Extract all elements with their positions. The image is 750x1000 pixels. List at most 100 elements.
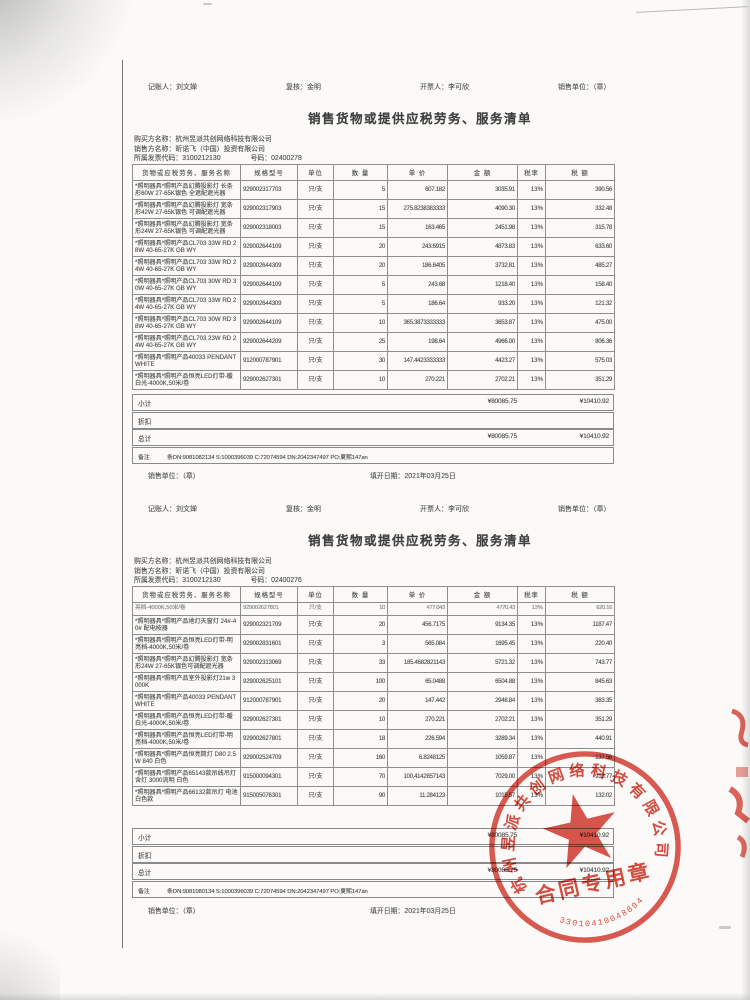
- bookkeeper-field: 记账人：刘文婵: [148, 84, 197, 91]
- item-unit: 只/支: [297, 691, 334, 711]
- item-price: 147.4423333333: [387, 351, 448, 371]
- item-unit: 只/支: [297, 767, 334, 787]
- binding-fold-line: [122, 60, 124, 948]
- item-qty: 15: [333, 199, 388, 219]
- item-name: *照明器具*照明产品CL703 30W RD 30W 40-65-27K GB …: [132, 275, 241, 295]
- item-unit: 只/支: [297, 237, 334, 257]
- item-model: 929002313069: [240, 653, 298, 673]
- item-model: 929002831601: [240, 634, 298, 654]
- item-name: *照明器具*照明产品幻腾投影灯 宽条形42W 27-65K银色 可调配遮光器: [132, 199, 241, 219]
- item-price: 226.594: [387, 729, 448, 749]
- item-qty: 5: [333, 294, 388, 314]
- invoice-code: 所属发票代码：3100212130: [134, 577, 221, 584]
- item-tax: 220.40: [545, 634, 615, 654]
- item-qty: 10: [333, 602, 388, 616]
- item-name: *照明器具*照明产品CL703 33W RD 24W 40-65-27K GB …: [132, 294, 241, 314]
- item-row: *照明器具*照明产品幻腾投影灯 长条形60W 27-65K银色 全遮配遮光器 92…: [132, 180, 615, 200]
- col-amount: 金 额: [447, 164, 518, 181]
- discount-row: 折扣: [132, 412, 614, 429]
- item-tax-rate: 13%: [517, 237, 546, 257]
- table-header-row: 货物或应税劳务、服务名称 规格型号 单位 数 量 单 价 金 额 税率 税 额: [132, 586, 615, 603]
- item-name: 亮档-4000K,50米/卷: [132, 602, 241, 616]
- col-price: 单 价: [387, 586, 448, 603]
- item-price: 243.6915: [387, 237, 448, 257]
- item-tax-rate: 13%: [517, 351, 546, 371]
- total-tax: ¥10410.92: [579, 867, 610, 874]
- item-model: 912000787901: [240, 351, 298, 371]
- item-price: 6.8248125: [387, 748, 448, 768]
- item-unit: 只/支: [297, 294, 334, 314]
- item-name: *照明器具*照明产品恒亮LED灯带-暖白光-4000K,50米/卷: [132, 710, 241, 730]
- item-name: *照明器具*照明产品66132款吊灯 电池白色款: [132, 786, 241, 806]
- item-unit: 只/支: [297, 180, 334, 200]
- seller-name-line: 销售方名称：昕诺飞（中国）投资有限公司: [134, 567, 265, 575]
- reviewer-field: 复核：金明: [286, 506, 321, 513]
- seal-star-icon: [542, 793, 615, 869]
- item-tax: 121.32: [545, 294, 615, 314]
- item-amount: 4873.83: [447, 237, 518, 257]
- item-tax: 845.63: [545, 672, 615, 692]
- item-row: *照明器具*照明产品地灯天窗灯 24#-40# 配电按器 929002321709…: [132, 615, 615, 635]
- item-unit: 只/支: [297, 275, 334, 295]
- item-name: *照明器具*照明产品恒亮LED灯带-暖白光-4000K,50米/卷: [132, 370, 241, 390]
- item-model: 929002627801: [240, 729, 298, 749]
- scan-corner-shadow-bl: [0, 910, 60, 1000]
- item-name: *照明器具*照明产品幻腾投影灯 长条形60W 27-65K银色 全遮配遮光器: [132, 180, 241, 200]
- item-price: 185.4682821143: [387, 653, 448, 673]
- item-tax: 575.03: [545, 351, 615, 371]
- col-model: 规格型号: [240, 586, 298, 603]
- item-model: 929002627301: [240, 710, 298, 730]
- remark-text: 条DN:9081082134 S:1000396039 C:72074594 D…: [167, 455, 368, 461]
- item-model: 929002644309: [240, 294, 298, 314]
- invoice-number: 号码：02400278: [250, 155, 302, 162]
- item-model: 915005076301: [240, 786, 298, 806]
- item-qty: 25: [333, 332, 388, 352]
- items-table: 货物或应税劳务、服务名称 规格型号 单位 数 量 单 价 金 额 税率 税 额 …: [132, 586, 615, 806]
- footer-seller-unit: 销售单位：（章）: [148, 908, 200, 915]
- scan-corner-shadow: [0, 0, 140, 120]
- subtotal-row: 小计 ¥80085.75 ¥10410.92: [132, 394, 614, 411]
- item-qty: 33: [333, 653, 388, 673]
- item-price: 198.64: [387, 332, 448, 352]
- item-model: 929002317703: [240, 180, 298, 200]
- col-qty: 数 量: [333, 586, 388, 603]
- item-qty: 90: [333, 786, 388, 806]
- scan-edge-shadow: [741, 0, 750, 1000]
- item-unit: 只/支: [297, 351, 334, 371]
- item-row: *照明器具*照明产品恒亮筒灯 D80 2.5W 840 白色 9290025247…: [132, 748, 615, 768]
- item-model: 929002321709: [240, 615, 298, 635]
- total-tax: ¥10410.92: [579, 433, 610, 440]
- item-tax-rate: 13%: [517, 691, 546, 711]
- item-row: *照明器具*照明产品恒亮LED灯带-暖白光-4000K,50米/卷 9290026…: [132, 710, 615, 730]
- item-unit: 只/支: [297, 653, 334, 673]
- item-price: 11.284123: [387, 786, 448, 806]
- item-name: *照明器具*照明产品CL703 23W RD 24W 40-65-27K GB …: [132, 332, 241, 352]
- item-row: *照明器具*照明产品CL703 30W RD 30W 40-65-27K GB …: [132, 275, 615, 295]
- item-unit: 只/支: [297, 199, 334, 219]
- item-tax: 475.00: [545, 313, 615, 333]
- contract-seal-stamp: 杭州昱派共创网络科技有限公司 合同专用章 33010410048894: [483, 744, 681, 943]
- item-name: *照明器具*照明产品室外投影灯21w 3000K: [132, 672, 241, 692]
- invoice-code-line: 所属发票代码：3100212130 号码：02400276: [134, 574, 302, 584]
- item-tax-rate: 13%: [517, 602, 546, 616]
- item-amount: 933.20: [447, 294, 518, 314]
- subtotal-label: 小计: [138, 835, 152, 842]
- item-tax-rate: 13%: [517, 786, 546, 806]
- item-qty: 10: [333, 313, 388, 333]
- buyer-name-line: 购买方名称：杭州昱派共创网络科技有限公司: [134, 136, 272, 143]
- item-model: 929002625101: [240, 672, 298, 692]
- item-amount: 2948.84: [447, 691, 518, 711]
- item-model: 929002644109: [240, 237, 298, 257]
- item-tax-rate: 13%: [517, 256, 546, 276]
- item-price: 477.043: [387, 602, 448, 616]
- item-price: 163.465: [387, 218, 448, 238]
- item-price: 270.221: [387, 370, 448, 390]
- item-price: 607.182: [387, 180, 448, 200]
- col-item-name: 货物或应税劳务、服务名称: [132, 586, 241, 603]
- document-title: 销售货物或提供应税劳务、服务清单: [307, 112, 532, 126]
- item-tax: 390.56: [545, 180, 615, 200]
- footer-issue-date: 填开日期：2021年03月25日: [370, 473, 456, 480]
- item-model: 929002644209: [240, 332, 298, 352]
- item-row: *照明器具*照明产品CL703 33W RD 24W 40-65-27K GB …: [132, 256, 615, 276]
- item-amount: 1695.45: [447, 634, 518, 654]
